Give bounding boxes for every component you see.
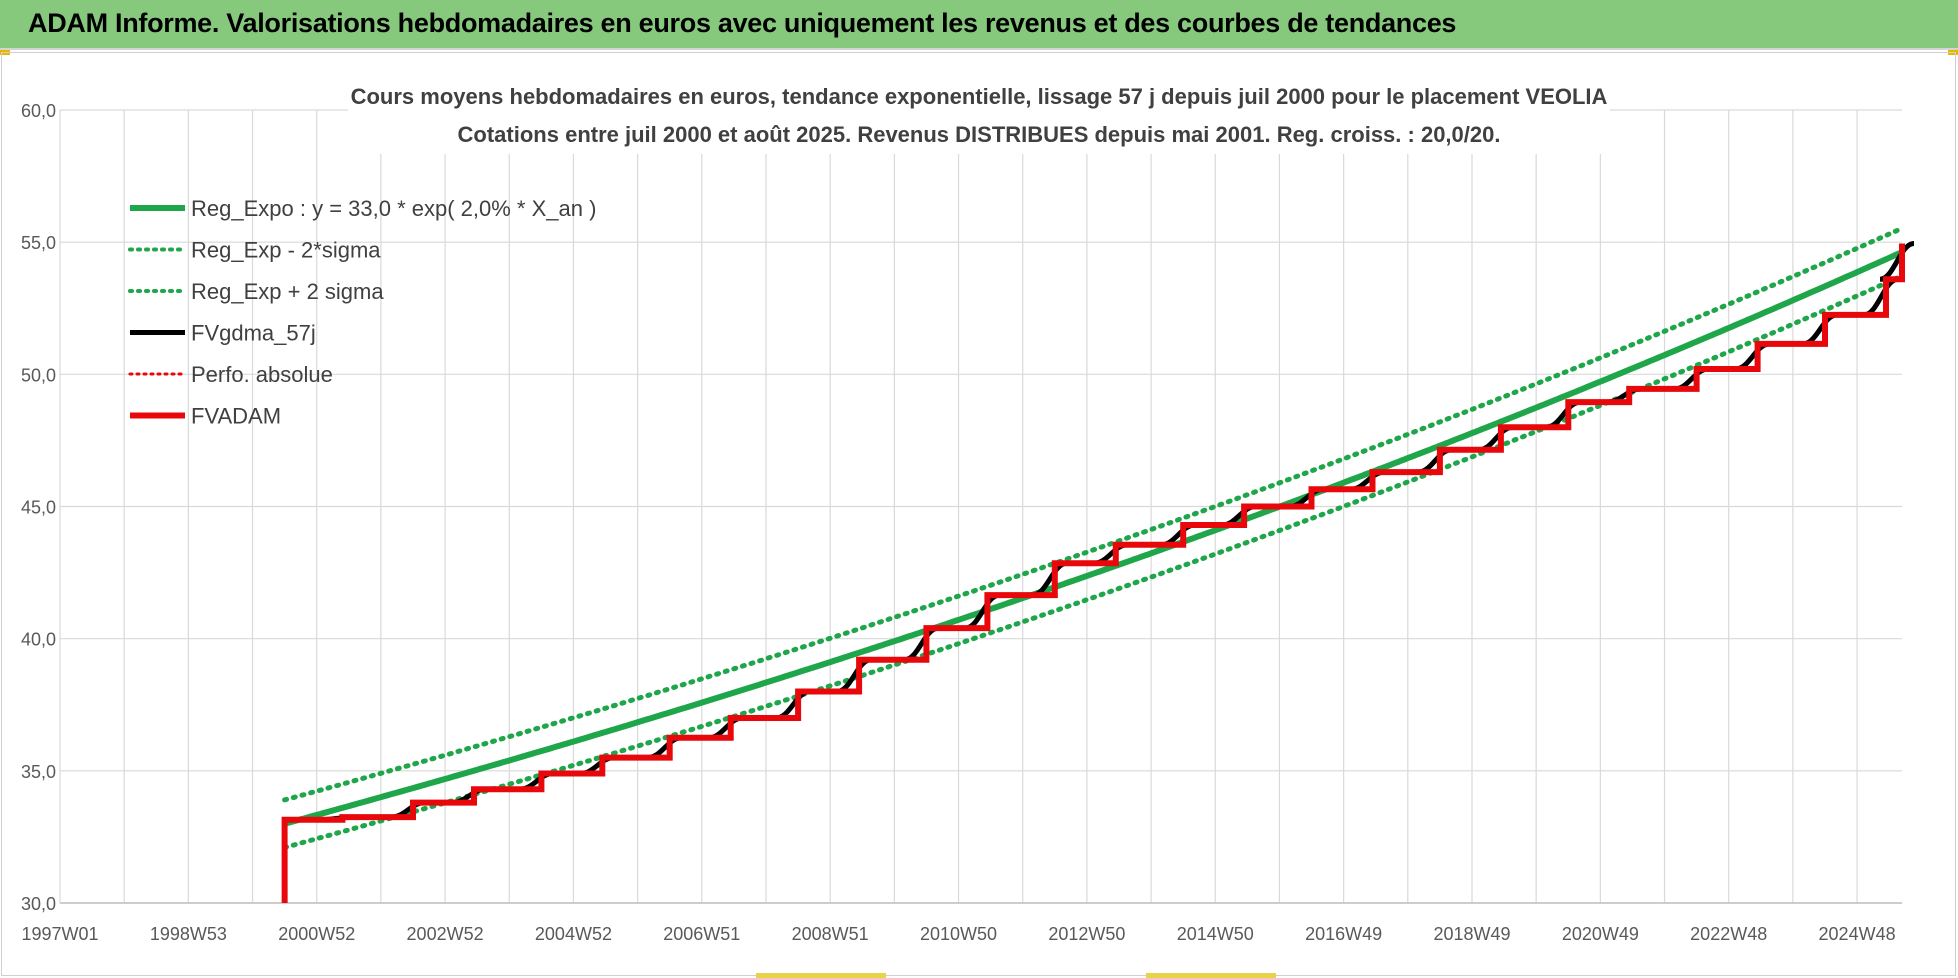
legend-label: Reg_Exp + 2 sigma bbox=[191, 279, 384, 304]
legend-label: Reg_Expo : y = 33,0 * exp( 2,0% * X_an ) bbox=[191, 196, 596, 221]
bottom-mark-2 bbox=[1146, 973, 1276, 978]
x-tick-label: 2010W50 bbox=[920, 924, 997, 944]
series-reg-plus-2sigma bbox=[282, 225, 1905, 803]
bottom-mark-1 bbox=[756, 973, 886, 978]
x-tick-label: 2018W49 bbox=[1433, 924, 1510, 944]
series-reg-expo bbox=[283, 249, 1904, 827]
legend-label: Reg_Exp - 2*sigma bbox=[191, 238, 381, 263]
x-tick-label: 2000W52 bbox=[278, 924, 355, 944]
y-tick-label: 40,0 bbox=[21, 630, 56, 650]
x-tick-label: 2014W50 bbox=[1177, 924, 1254, 944]
chart-subtitle: Cotations entre juil 2000 et août 2025. … bbox=[458, 122, 1501, 147]
series-lines bbox=[281, 225, 1915, 904]
axis-labels: 30,0 35,0 40,0 45,0 50,0 55,0 60,0 1997W01 1998W… bbox=[21, 101, 1896, 944]
y-tick-label: 30,0 bbox=[21, 894, 56, 914]
y-tick-label: 45,0 bbox=[21, 498, 56, 518]
y-tick-label: 35,0 bbox=[21, 762, 56, 782]
chart-title: Cours moyens hebdomadaires en euros, ten… bbox=[351, 84, 1608, 109]
x-tick-label: 2008W51 bbox=[792, 924, 869, 944]
legend: Reg_Expo : y = 33,0 * exp( 2,0% * X_an )… bbox=[128, 196, 596, 429]
title-background bbox=[348, 76, 1610, 154]
y-tick-label: 50,0 bbox=[21, 365, 56, 385]
x-tick-label: 2002W52 bbox=[407, 924, 484, 944]
x-tick-label: 2012W50 bbox=[1048, 924, 1125, 944]
x-tick-label: 2004W52 bbox=[535, 924, 612, 944]
x-tick-label: 2016W49 bbox=[1305, 924, 1382, 944]
x-tick-label: 2024W48 bbox=[1819, 924, 1896, 944]
x-tick-label: 2022W48 bbox=[1690, 924, 1767, 944]
x-tick-label: 1997W01 bbox=[21, 924, 98, 944]
gridlines bbox=[59, 109, 1902, 904]
chart-frame bbox=[1, 52, 1956, 976]
header-banner: ADAM Informe. Valorisations hebdomadaire… bbox=[0, 0, 1958, 50]
legend-label: FVgdma_57j bbox=[191, 321, 316, 346]
y-tick-label: 60,0 bbox=[21, 101, 56, 121]
legend-label: Perfo. absolue bbox=[191, 362, 333, 387]
page-title: ADAM Informe. Valorisations hebdomadaire… bbox=[28, 8, 1457, 38]
y-tick-label: 55,0 bbox=[21, 233, 56, 253]
x-tick-label: 2006W51 bbox=[663, 924, 740, 944]
legend-label: FVADAM bbox=[191, 404, 281, 429]
series-fvadam bbox=[281, 243, 1905, 904]
x-tick-label: 1998W53 bbox=[150, 924, 227, 944]
x-tick-label: 2020W49 bbox=[1562, 924, 1639, 944]
